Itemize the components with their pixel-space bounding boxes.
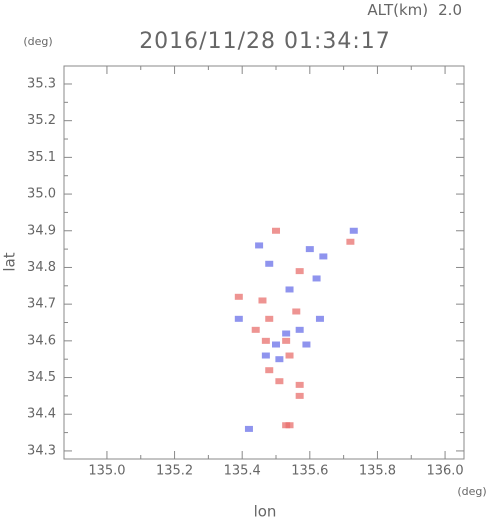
x-tick-label: 135.6 <box>291 464 328 479</box>
chart-title: 2016/11/28 01:34:17 <box>139 29 391 54</box>
altitude-label: ALT(km) 2.0 <box>367 1 462 19</box>
echo-cell <box>234 293 243 300</box>
echo-cell <box>261 337 270 344</box>
echo-cell <box>272 227 281 234</box>
echo-cell <box>315 315 324 322</box>
echo-cell <box>265 260 274 267</box>
y-tick-label: 35.0 <box>27 187 56 202</box>
y-tick-label: 35.2 <box>27 113 56 128</box>
x-tick-label: 135.8 <box>359 464 396 479</box>
echo-cell <box>292 308 301 315</box>
echo-cell <box>255 242 264 249</box>
y-tick-label: 34.3 <box>27 443 56 458</box>
echo-cell <box>295 268 304 275</box>
echo-cell <box>251 326 260 333</box>
x-unit: (deg) <box>457 485 486 498</box>
y-tick-label: 34.8 <box>27 260 56 275</box>
y-axis-label: lat <box>1 252 19 271</box>
y-tick-label: 34.5 <box>27 370 56 385</box>
echo-cell <box>295 392 304 399</box>
y-tick-label: 35.3 <box>27 76 56 91</box>
x-axis-label: lon <box>254 503 277 521</box>
echo-cell <box>261 352 270 359</box>
y-tick-label: 34.9 <box>27 223 56 238</box>
echo-cell <box>258 297 267 304</box>
echo-cell <box>282 337 291 344</box>
y-unit: (deg) <box>23 35 52 48</box>
x-tick-label: 136.0 <box>426 464 463 479</box>
echo-cell <box>285 422 294 429</box>
x-tick-label: 135.2 <box>156 464 193 479</box>
echo-cell <box>234 315 243 322</box>
echo-cell <box>275 378 284 385</box>
echo-cell <box>265 315 274 322</box>
echo-cell <box>265 367 274 374</box>
y-tick-label: 34.6 <box>27 333 56 348</box>
x-tick-label: 135.0 <box>88 464 125 479</box>
echo-cell <box>346 238 355 245</box>
y-tick-label: 34.7 <box>27 297 56 312</box>
echo-cell <box>295 381 304 388</box>
echo-cell <box>275 356 284 363</box>
echo-cell <box>302 341 311 348</box>
echo-cell <box>272 341 281 348</box>
echo-cell <box>319 253 328 260</box>
x-tick-label: 135.4 <box>224 464 261 479</box>
y-tick-label: 35.1 <box>27 150 56 165</box>
echo-cell <box>349 227 358 234</box>
echo-cell <box>282 330 291 337</box>
plot-frame <box>63 65 465 460</box>
echo-cell <box>312 275 321 282</box>
echo-cell <box>295 326 304 333</box>
echo-cell <box>285 286 294 293</box>
echo-cell <box>244 425 253 432</box>
y-tick-label: 34.4 <box>27 407 56 422</box>
echo-cell <box>305 246 314 253</box>
echo-cell <box>285 352 294 359</box>
